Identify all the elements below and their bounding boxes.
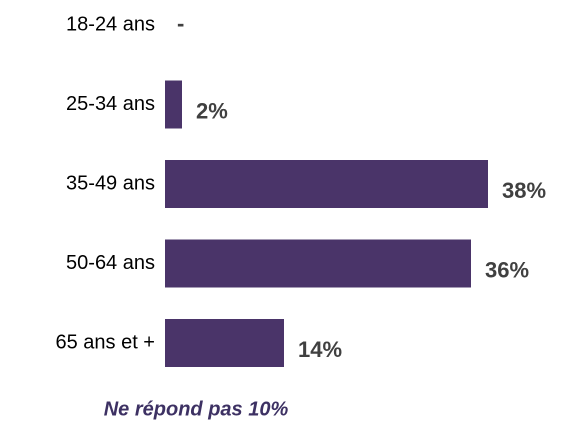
category-label: 18-24 ans — [66, 13, 155, 35]
bar — [165, 319, 284, 367]
bar — [165, 80, 182, 129]
category-label: 65 ans et + — [55, 331, 155, 353]
bar — [165, 239, 471, 288]
category-label: 25-34 ans — [66, 93, 155, 115]
value-label: 38% — [502, 178, 546, 203]
value-label: 2% — [196, 98, 228, 123]
category-label: 50-64 ans — [66, 252, 155, 274]
value-label: - — [177, 11, 184, 36]
bar — [165, 160, 488, 208]
value-label: 36% — [485, 257, 529, 282]
value-label: 14% — [298, 337, 342, 362]
footnote: Ne répond pas 10% — [104, 398, 289, 420]
category-label: 35-49 ans — [66, 172, 155, 194]
